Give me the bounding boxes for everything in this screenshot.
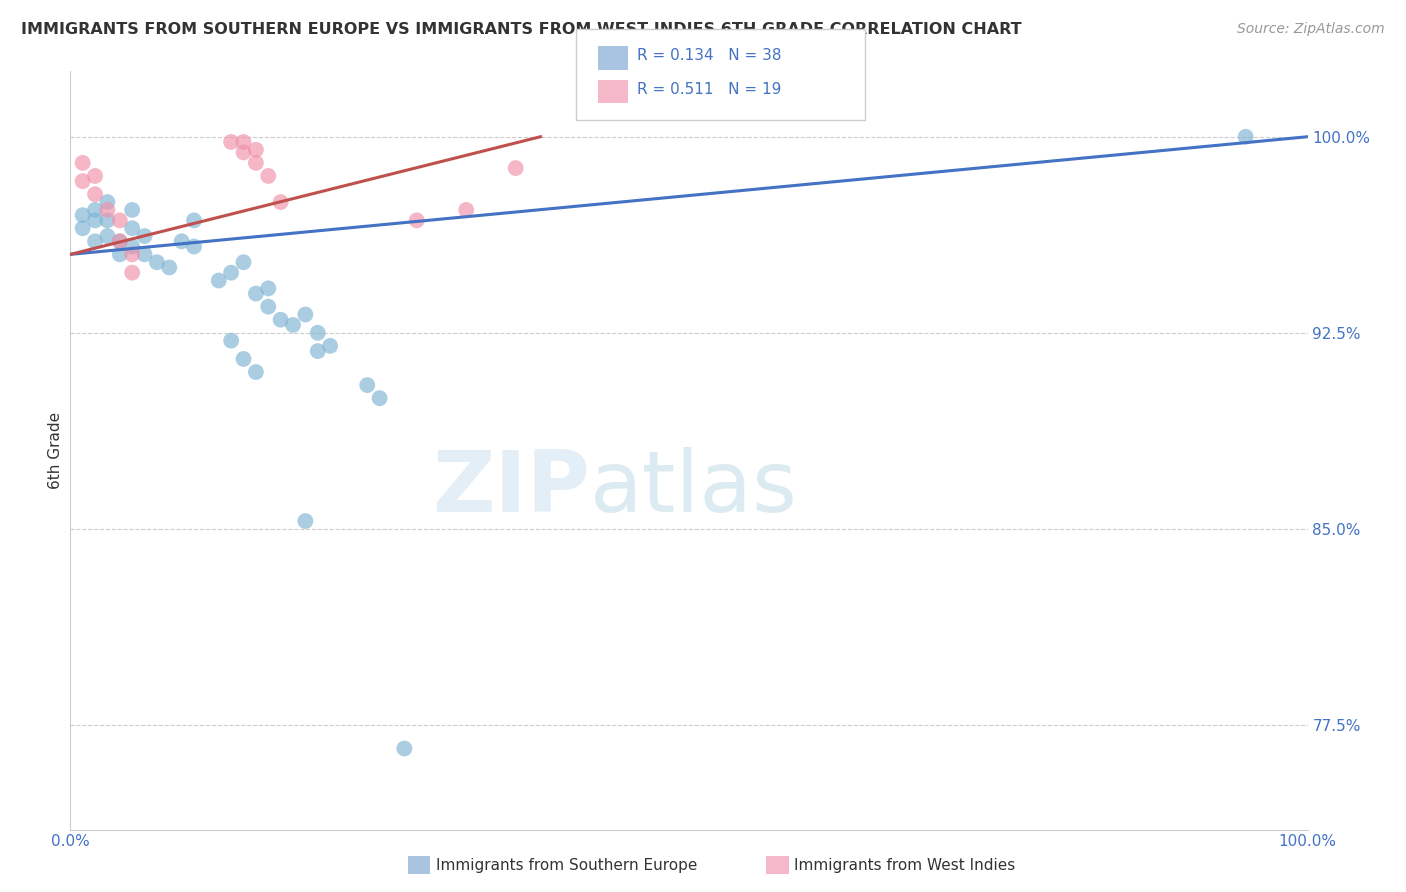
- Point: [96, 229, 118, 244]
- Point: [72, 221, 94, 235]
- Point: [294, 514, 316, 528]
- Point: [121, 239, 143, 253]
- Point: [121, 266, 143, 280]
- Point: [96, 202, 118, 217]
- Point: [96, 213, 118, 227]
- Point: [245, 143, 267, 157]
- Point: [170, 235, 193, 249]
- Point: [219, 266, 242, 280]
- Point: [72, 208, 94, 222]
- Point: [72, 174, 94, 188]
- Point: [1234, 129, 1257, 144]
- Point: [505, 161, 527, 175]
- Point: [72, 156, 94, 170]
- Point: [157, 260, 180, 275]
- Point: [134, 247, 156, 261]
- Point: [134, 229, 156, 244]
- Text: R = 0.134   N = 38: R = 0.134 N = 38: [637, 48, 782, 62]
- Point: [307, 344, 329, 359]
- Point: [456, 202, 478, 217]
- Point: [245, 286, 267, 301]
- Point: [257, 281, 280, 295]
- Point: [108, 235, 131, 249]
- Point: [121, 247, 143, 261]
- Point: [108, 235, 131, 249]
- Point: [84, 169, 107, 183]
- Text: Immigrants from Southern Europe: Immigrants from Southern Europe: [436, 858, 697, 872]
- Point: [232, 351, 254, 366]
- Point: [232, 145, 254, 160]
- Point: [219, 135, 242, 149]
- Text: Source: ZipAtlas.com: Source: ZipAtlas.com: [1237, 22, 1385, 37]
- Point: [183, 239, 205, 253]
- Y-axis label: 6th Grade: 6th Grade: [48, 412, 63, 489]
- Point: [245, 156, 267, 170]
- Point: [208, 273, 231, 287]
- Point: [84, 187, 107, 202]
- Point: [281, 318, 304, 332]
- Point: [294, 308, 316, 322]
- Point: [394, 741, 416, 756]
- Point: [96, 195, 118, 210]
- Point: [108, 247, 131, 261]
- Point: [84, 235, 107, 249]
- Point: [121, 221, 143, 235]
- Point: [232, 135, 254, 149]
- Point: [108, 213, 131, 227]
- Point: [245, 365, 267, 379]
- Point: [84, 202, 107, 217]
- Point: [368, 391, 391, 405]
- Point: [257, 169, 280, 183]
- Text: ZIP: ZIP: [432, 447, 591, 530]
- Point: [183, 213, 205, 227]
- Text: IMMIGRANTS FROM SOUTHERN EUROPE VS IMMIGRANTS FROM WEST INDIES 6TH GRADE CORRELA: IMMIGRANTS FROM SOUTHERN EUROPE VS IMMIG…: [21, 22, 1022, 37]
- Point: [270, 312, 292, 326]
- Text: R = 0.511   N = 19: R = 0.511 N = 19: [637, 82, 782, 96]
- Point: [307, 326, 329, 340]
- Point: [232, 255, 254, 269]
- Text: Immigrants from West Indies: Immigrants from West Indies: [794, 858, 1015, 872]
- Point: [257, 300, 280, 314]
- Point: [219, 334, 242, 348]
- Point: [270, 195, 292, 210]
- Point: [84, 213, 107, 227]
- Point: [356, 378, 378, 392]
- Point: [405, 213, 427, 227]
- Point: [146, 255, 169, 269]
- Point: [121, 202, 143, 217]
- Text: atlas: atlas: [591, 447, 799, 530]
- Point: [319, 339, 342, 353]
